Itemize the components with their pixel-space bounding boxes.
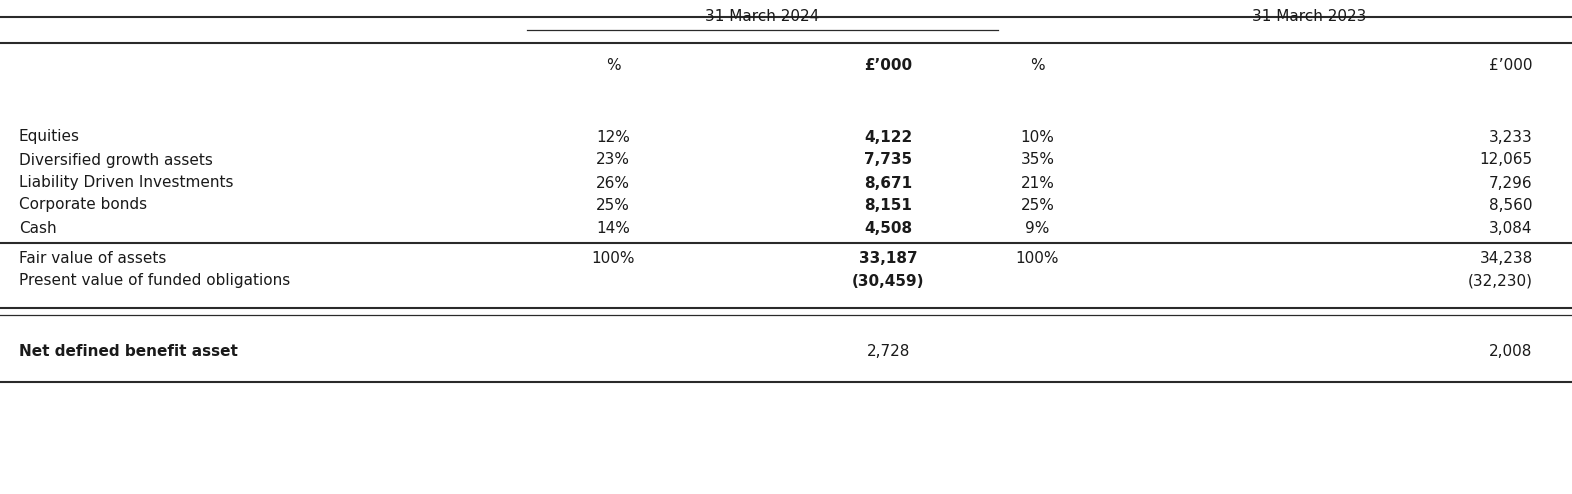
Text: 9%: 9%	[1025, 220, 1050, 236]
Text: 8,151: 8,151	[865, 198, 912, 212]
Text: %: %	[1030, 57, 1045, 73]
Text: 33,187: 33,187	[858, 250, 918, 265]
Text: 14%: 14%	[596, 220, 630, 236]
Text: 31 March 2023: 31 March 2023	[1251, 9, 1366, 24]
Text: 8,560: 8,560	[1489, 198, 1533, 212]
Text: Liability Driven Investments: Liability Driven Investments	[19, 175, 233, 191]
Text: 3,233: 3,233	[1489, 129, 1533, 145]
Text: 34,238: 34,238	[1479, 250, 1533, 265]
Text: 100%: 100%	[1016, 250, 1060, 265]
Text: 31 March 2024: 31 March 2024	[706, 9, 819, 24]
Text: 35%: 35%	[1020, 153, 1055, 167]
Text: £’000: £’000	[1489, 57, 1533, 73]
Text: 10%: 10%	[1020, 129, 1055, 145]
Text: Equities: Equities	[19, 129, 80, 145]
Text: £’000: £’000	[865, 57, 912, 73]
Text: 23%: 23%	[596, 153, 630, 167]
Text: Diversified growth assets: Diversified growth assets	[19, 153, 212, 167]
Text: 8,671: 8,671	[865, 175, 912, 191]
Text: (32,230): (32,230)	[1468, 274, 1533, 288]
Text: %: %	[605, 57, 621, 73]
Text: 4,508: 4,508	[865, 220, 912, 236]
Text: 25%: 25%	[596, 198, 630, 212]
Text: 26%: 26%	[596, 175, 630, 191]
Text: 100%: 100%	[591, 250, 635, 265]
Text: Net defined benefit asset: Net defined benefit asset	[19, 344, 237, 360]
Text: 4,122: 4,122	[865, 129, 912, 145]
Text: Fair value of assets: Fair value of assets	[19, 250, 167, 265]
Text: (30,459): (30,459)	[852, 274, 924, 288]
Text: Cash: Cash	[19, 220, 57, 236]
Text: 12,065: 12,065	[1479, 153, 1533, 167]
Text: 7,296: 7,296	[1489, 175, 1533, 191]
Text: 12%: 12%	[596, 129, 630, 145]
Text: 2,008: 2,008	[1489, 344, 1533, 360]
Text: 21%: 21%	[1020, 175, 1055, 191]
Text: Corporate bonds: Corporate bonds	[19, 198, 148, 212]
Text: Present value of funded obligations: Present value of funded obligations	[19, 274, 291, 288]
Text: 3,084: 3,084	[1489, 220, 1533, 236]
Text: 2,728: 2,728	[866, 344, 910, 360]
Text: 25%: 25%	[1020, 198, 1055, 212]
Text: 7,735: 7,735	[865, 153, 912, 167]
